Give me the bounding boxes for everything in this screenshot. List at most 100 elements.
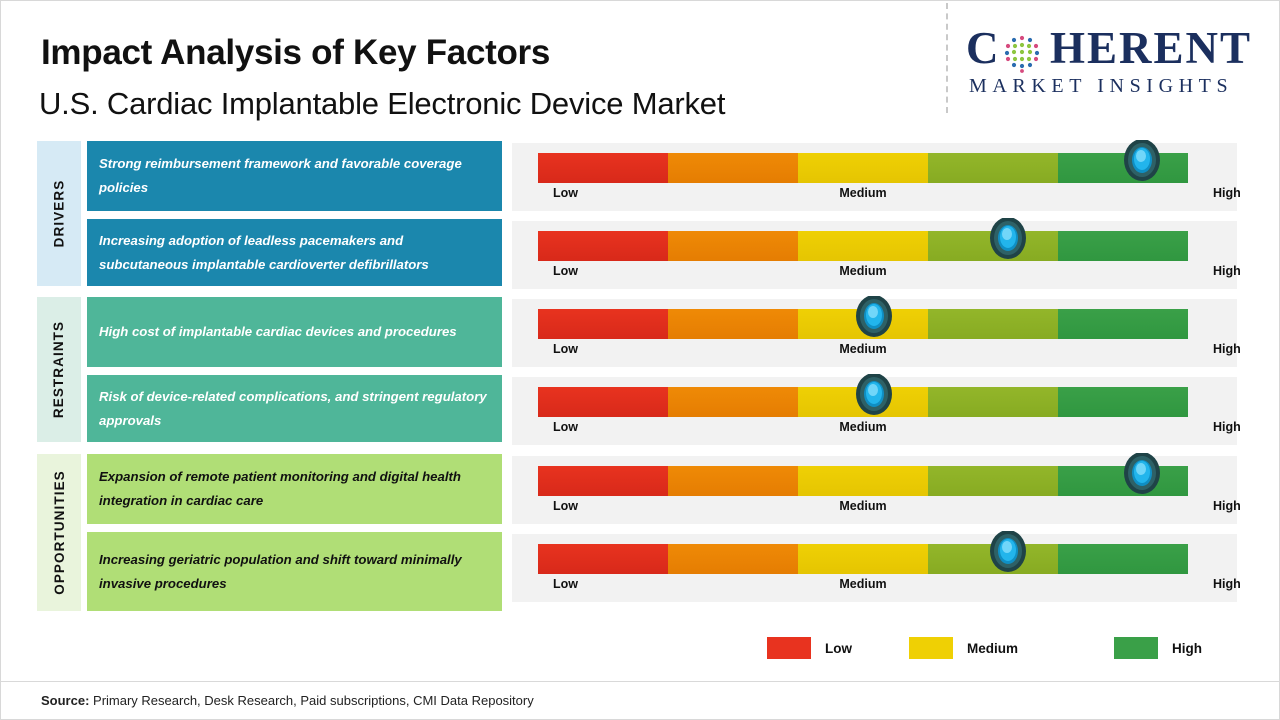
impact-marker-4[interactable] [855,374,893,418]
source-line: Source: Primary Research, Desk Research,… [41,693,534,708]
scale-label-low-1: Low [553,186,578,200]
globe-icon [1004,35,1040,73]
header-dashed-divider [946,3,948,113]
gauge-segment-high [1058,309,1188,339]
impact-marker-6[interactable] [989,531,1027,575]
factor-text-4: Risk of device-related complications, an… [99,388,487,428]
scale-label-low-5: Low [553,499,578,513]
scale-label-low-6: Low [553,577,578,591]
gauge-segment-high [1058,231,1188,261]
gauge-scale-6: Low Medium High [538,577,1241,595]
gauge-row-4: Low Medium High [512,374,1241,445]
scale-label-medium-5: Medium [839,499,887,513]
gauge-segment-medium [798,466,928,496]
factor-text-2: Increasing adoption of leadless pacemake… [99,232,429,272]
gauge-row-6: Low Medium High [512,531,1241,602]
gauge-segment-medium-high [928,309,1058,339]
gauge-bar-4 [538,387,1188,417]
legend-swatch-medium [909,637,953,659]
factor-box-6: Increasing geriatric population and shif… [87,532,502,611]
impact-matrix: DRIVERS RESTRAINTS OPPORTUNITIES Strong … [1,140,1280,611]
logo-letter-c: C [966,23,1001,73]
impact-marker-2[interactable] [989,218,1027,262]
gauge-segment-low [538,231,668,261]
impact-marker-1[interactable] [1123,140,1161,184]
gauge-row-5: Low Medium High [512,453,1241,524]
scale-label-medium-2: Medium [839,264,887,278]
factor-box-1: Strong reimbursement framework and favor… [87,141,502,211]
impact-marker-5[interactable] [1123,453,1161,497]
gauge-segment-medium-high [928,466,1058,496]
factor-text-3: High cost of implantable cardiac devices… [99,324,457,339]
gauge-row-2: Low Medium High [512,218,1241,289]
category-label-restraints: RESTRAINTS [51,320,67,419]
gauge-segment-high [1058,544,1188,574]
gauge-segment-low [538,153,668,183]
gauge-segment-high [1058,387,1188,417]
gauge-scale-5: Low Medium High [538,499,1241,517]
gauge-segment-medium [798,153,928,183]
category-label-opportunities: OPPORTUNITIES [51,470,67,595]
factor-text-1: Strong reimbursement framework and favor… [99,156,462,195]
gauge-segment-low-medium [668,387,798,417]
legend-item-medium: Medium [909,637,1018,659]
gauge-segment-low [538,466,668,496]
scale-label-high-2: High [1213,264,1241,278]
legend-item-low: Low [767,637,852,659]
header: Impact Analysis of Key Factors U.S. Card… [1,1,1280,133]
scale-label-high-5: High [1213,499,1241,513]
gauge-bar-2 [538,231,1188,261]
gauge-segment-low-medium [668,544,798,574]
legend-label-low: Low [825,640,852,656]
gauge-scale-2: Low Medium High [538,264,1241,282]
gauge-segment-low [538,309,668,339]
factor-box-4: Risk of device-related complications, an… [87,375,502,442]
gauge-scale-3: Low Medium High [538,342,1241,360]
factor-box-2: Increasing adoption of leadless pacemake… [87,219,502,286]
scale-label-medium-6: Medium [839,577,887,591]
scale-label-medium-4: Medium [839,420,887,434]
gauge-bar-6 [538,544,1188,574]
legend: Low Medium High [1,637,1280,677]
gauge-bar-1 [538,153,1188,183]
source-text: Primary Research, Desk Research, Paid su… [89,693,534,708]
factor-box-3: High cost of implantable cardiac devices… [87,297,502,367]
factor-box-5: Expansion of remote patient monitoring a… [87,454,502,524]
gauge-segment-medium [798,231,928,261]
gauge-segment-medium-high [928,387,1058,417]
gauge-segment-low [538,544,668,574]
scale-label-medium-1: Medium [839,186,887,200]
gauge-row-3: Low Medium High [512,296,1241,367]
logo-tagline: MARKET INSIGHTS [969,75,1234,97]
factor-text-6: Increasing geriatric population and shif… [99,551,462,591]
page-title: Impact Analysis of Key Factors [41,33,551,72]
logo-wordmark: HERENT [1050,23,1253,73]
gauge-segment-medium [798,544,928,574]
category-band-opportunities: OPPORTUNITIES [37,454,81,611]
legend-swatch-low [767,637,811,659]
gauge-bar-5 [538,466,1188,496]
gauge-row-1: Low Medium High [512,140,1241,211]
scale-label-high-1: High [1213,186,1241,200]
coherent-market-insights-logo: C HERENT [963,23,1263,103]
legend-item-high: High [1114,637,1202,659]
scale-label-high-6: High [1213,577,1241,591]
impact-marker-3[interactable] [855,296,893,340]
source-label: Source: [41,693,90,708]
gauge-segment-medium-high [928,153,1058,183]
gauge-segment-low-medium [668,153,798,183]
gauge-bar-3 [538,309,1188,339]
scale-label-high-3: High [1213,342,1241,356]
gauge-segment-high [1058,466,1188,496]
gauge-segment-low-medium [668,466,798,496]
gauge-segment-high [1058,153,1188,183]
footer-divider [1,681,1280,682]
page-subtitle: U.S. Cardiac Implantable Electronic Devi… [39,86,726,121]
gauge-segment-low-medium [668,231,798,261]
legend-label-high: High [1172,640,1202,656]
category-label-drivers: DRIVERS [51,179,67,248]
category-band-drivers: DRIVERS [37,141,81,286]
scale-label-low-3: Low [553,342,578,356]
scale-label-low-4: Low [553,420,578,434]
